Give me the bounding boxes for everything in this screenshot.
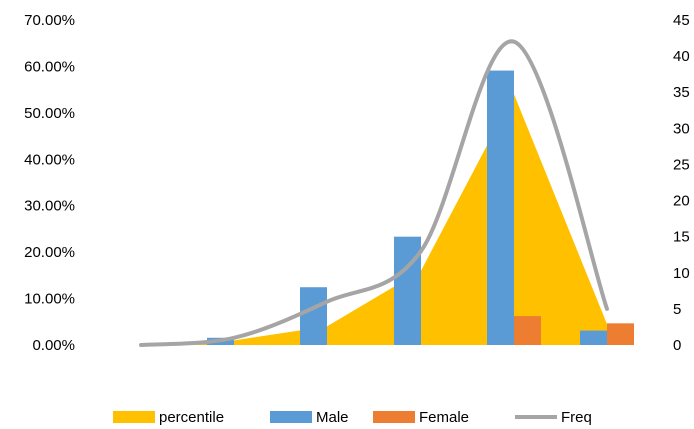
right-tick-label: 5 [673,301,681,318]
right-tick-label: 35 [673,84,690,101]
legend-swatch-freq [515,415,557,419]
legend-item-female[interactable]: Female [373,405,469,429]
bar-male-4 [394,236,421,345]
legend-item-freq[interactable]: Freq [515,405,592,429]
bar-male-6 [580,330,607,345]
right-axis: 0 5 10 15 20 25 30 35 40 45 [673,12,690,354]
left-tick-label: 60.00% [24,58,75,75]
left-tick-label: 30.00% [24,198,75,215]
right-tick-label: 30 [673,120,690,137]
legend-swatch-male [270,411,312,423]
right-tick-label: 45 [673,12,690,29]
bar-female-6 [607,323,634,345]
right-tick-label: 20 [673,193,690,210]
legend-item-male[interactable]: Male [270,405,349,429]
legend-label-male: Male [316,408,349,426]
right-tick-label: 10 [673,265,690,282]
legend-label-female: Female [419,408,470,426]
legend-item-percentile[interactable]: percentile [113,405,224,429]
left-tick-label: 20.00% [24,244,75,261]
freq-line [139,39,609,347]
legend-label-freq: Freq [561,408,592,426]
percentile-area [141,94,607,345]
right-tick-label: 40 [673,48,690,65]
bar-female-5 [514,316,541,345]
left-tick-label: 10.00% [24,291,75,308]
plot-area [139,39,634,347]
bar-male-5 [487,70,514,346]
left-tick-label: 50.00% [24,105,75,122]
right-tick-label: 25 [673,156,690,173]
left-axis: 0.00% 10.00% 20.00% 30.00% 40.00% 50.00% 60.00… [24,12,75,354]
legend-swatch-percentile [113,411,155,423]
legend-label-percentile: percentile [159,408,225,426]
legend: percentile Male Female Freq [0,405,694,429]
right-tick-label: 15 [673,229,690,246]
bar-male-3 [300,287,327,345]
left-tick-label: 0.00% [32,337,75,354]
left-tick-label: 40.00% [24,151,75,168]
chart: 0.00% 10.00% 20.00% 30.00% 40.00% 50.00% 60.00… [24,12,690,354]
right-tick-label: 0 [673,337,681,354]
legend-swatch-female [373,411,415,423]
left-tick-label: 70.00% [24,12,75,29]
